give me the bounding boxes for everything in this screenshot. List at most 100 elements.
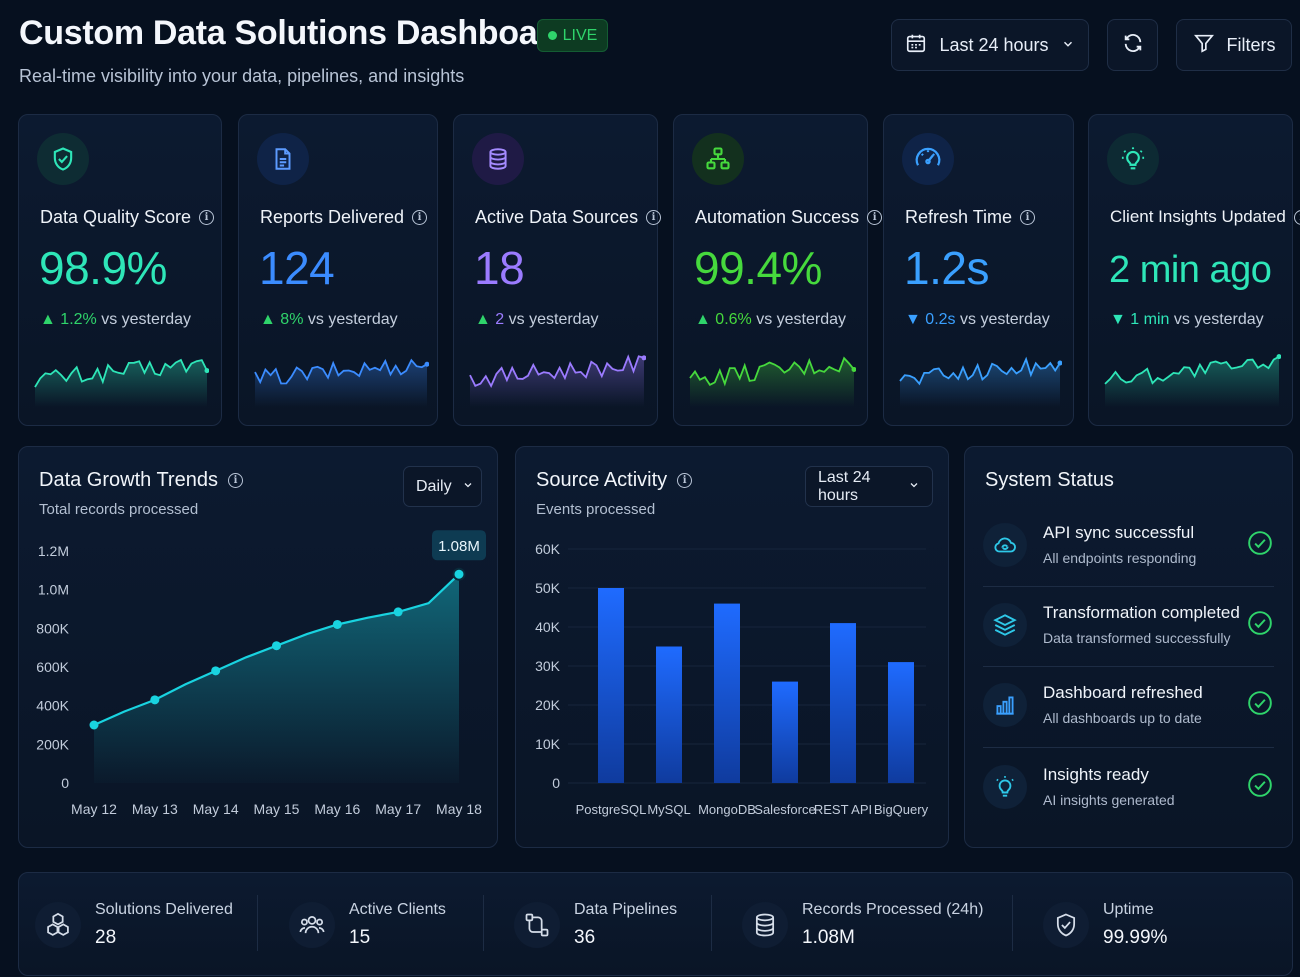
info-icon[interactable]: i [677, 473, 693, 488]
sparkline-line [689, 356, 855, 387]
kpi-card-active-sources[interactable]: Active Data Sources i 18 ▲ 2 vs yesterday [453, 114, 662, 426]
bar-rest-api [830, 623, 856, 783]
bar-postgresql [598, 588, 624, 783]
pipeline-icon [514, 902, 560, 948]
y-tick-label: 60K [535, 541, 561, 557]
sparkline-line [34, 358, 208, 388]
kpi-card-refresh-time[interactable]: Refresh Time i 1.2s ▼ 0.2s vs yesterday [883, 114, 1074, 426]
summary-label: Records Processed (24h) [802, 901, 984, 918]
kpi-value: 124 [259, 242, 335, 294]
kpi-delta: ▼ 0.2s vs yesterday [905, 311, 1050, 328]
y-tick-label: 800K [36, 620, 69, 636]
kpi-card-data-quality[interactable]: Data Quality Score i 98.9% ▲ 1.2% vs yest… [18, 114, 222, 426]
status-subtitle: AI insights generated [1043, 792, 1175, 808]
kpi-value: 99.4% [694, 242, 822, 294]
status-title: Dashboard refreshed [1043, 683, 1203, 702]
kpi-label: Automation Success i [695, 207, 883, 228]
kpi-label: Refresh Time i [905, 207, 1036, 228]
calendar-icon [905, 32, 927, 59]
growth-point [272, 641, 281, 651]
x-tick-label: Salesforce [754, 802, 815, 817]
divider [1012, 895, 1013, 951]
x-tick-label: May 15 [254, 801, 300, 817]
info-icon[interactable]: i [412, 210, 428, 225]
activity-chart: 0 10K 20K 30K 40K 50K 60K PostgreSQL MySQL MongoD… [535, 541, 929, 817]
kpi-label: Data Quality Score i [40, 207, 215, 228]
panel-subtitle: Total records processed [39, 501, 199, 518]
x-tick-label: MongoDB [698, 802, 756, 817]
bar-bigquery [888, 662, 914, 783]
info-icon[interactable]: i [199, 210, 215, 225]
y-tick-label: 10K [535, 736, 561, 752]
activity-range-dropdown[interactable]: Last 24 hours [805, 466, 933, 507]
arrow-up-icon: ▲ [475, 311, 491, 328]
info-icon[interactable]: i [1020, 210, 1036, 225]
refresh-button[interactable] [1107, 19, 1158, 71]
cubes-icon [35, 902, 81, 948]
y-tick-label: 20K [535, 697, 561, 713]
y-tick-label: 1.2M [38, 543, 69, 559]
info-icon[interactable]: i [1293, 209, 1300, 225]
growth-point [332, 619, 342, 629]
kpi-card-client-insights[interactable]: Client Insights Updatedi 2 min ago ▼ 1 m… [1088, 114, 1300, 426]
check-circle-icon [1247, 530, 1273, 561]
system-status-panel: System Status API sync successful All en… [964, 446, 1293, 848]
summary-data-pipelines: Data Pipelines 36 [514, 873, 677, 977]
kpi-card-automation-success[interactable]: Automation Success i 99.4% ▲ 0.6% vs yest… [673, 114, 883, 426]
panel-title: System Status [985, 469, 1114, 491]
filters-button[interactable]: Filters [1176, 19, 1292, 71]
database-icon [742, 902, 788, 948]
y-tick-label: 200K [36, 736, 69, 752]
time-range-label: Last 24 hours [939, 34, 1049, 55]
lightbulb-icon [1107, 133, 1159, 185]
kpi-delta: ▲ 0.6% vs yesterday [695, 311, 847, 328]
x-tick-label: BigQuery [874, 802, 929, 817]
interval-dropdown[interactable]: Daily [403, 466, 482, 507]
sparkline [254, 358, 429, 407]
sparkline-line [1104, 355, 1280, 385]
document-icon [257, 133, 309, 185]
growth-tooltip [432, 530, 486, 561]
divider [983, 666, 1274, 667]
x-tick-label: May 17 [375, 801, 421, 817]
info-icon[interactable]: i [867, 210, 883, 225]
divider [257, 895, 258, 951]
status-item-api-sync[interactable]: API sync successful All endpoints respon… [983, 517, 1273, 587]
summary-value: 28 [95, 927, 117, 948]
status-subtitle: All endpoints responding [1043, 550, 1197, 566]
x-tick-label: May 14 [193, 801, 239, 817]
status-item-transformation[interactable]: Transformation completed Data transforme… [983, 597, 1273, 667]
sparkline-area [900, 359, 1060, 407]
summary-value: 36 [574, 927, 596, 948]
status-item-dashboard-refreshed[interactable]: Dashboard refreshed All dashboards up to… [983, 677, 1273, 747]
kpi-delta: ▲ 1.2% vs yesterday [40, 311, 192, 328]
y-tick-label: 40K [535, 619, 561, 635]
sparkline-end-point [641, 355, 646, 361]
info-icon[interactable]: i [646, 210, 662, 225]
summary-active-clients: Active Clients 15 [289, 873, 446, 977]
arrow-up-icon: ▲ [260, 311, 276, 328]
panel-title: Data Growth Trends i [39, 469, 243, 492]
workflow-icon [692, 133, 744, 185]
status-item-insights-ready[interactable]: Insights ready AI insights generated [983, 759, 1273, 829]
shield-check-icon [37, 133, 89, 185]
shield-check-icon [1043, 902, 1089, 948]
filter-icon [1193, 32, 1215, 59]
sparkline-line [469, 354, 645, 389]
sparkline [1104, 354, 1281, 407]
info-icon[interactable]: i [227, 473, 243, 488]
kpi-card-reports-delivered[interactable]: Reports Delivered i 124 ▲ 8% vs yesterday [238, 114, 438, 426]
source-activity-panel: Source Activity i Events processed Last 2… [515, 446, 949, 848]
kpi-value: 98.9% [39, 242, 167, 294]
kpi-value: 1.2s [904, 242, 989, 294]
status-subtitle: All dashboards up to date [1043, 710, 1202, 726]
y-tick-label: 30K [535, 658, 561, 674]
live-dot-icon [547, 31, 557, 40]
summary-value: 99.99% [1103, 927, 1168, 948]
kpi-label: Reports Delivered i [260, 207, 428, 228]
kpi-label: Active Data Sources i [475, 207, 662, 228]
summary-label: Solutions Delivered [95, 901, 233, 918]
x-tick-label: May 18 [436, 801, 482, 817]
sparkline [689, 356, 856, 407]
time-range-dropdown[interactable]: Last 24 hours [891, 19, 1089, 71]
